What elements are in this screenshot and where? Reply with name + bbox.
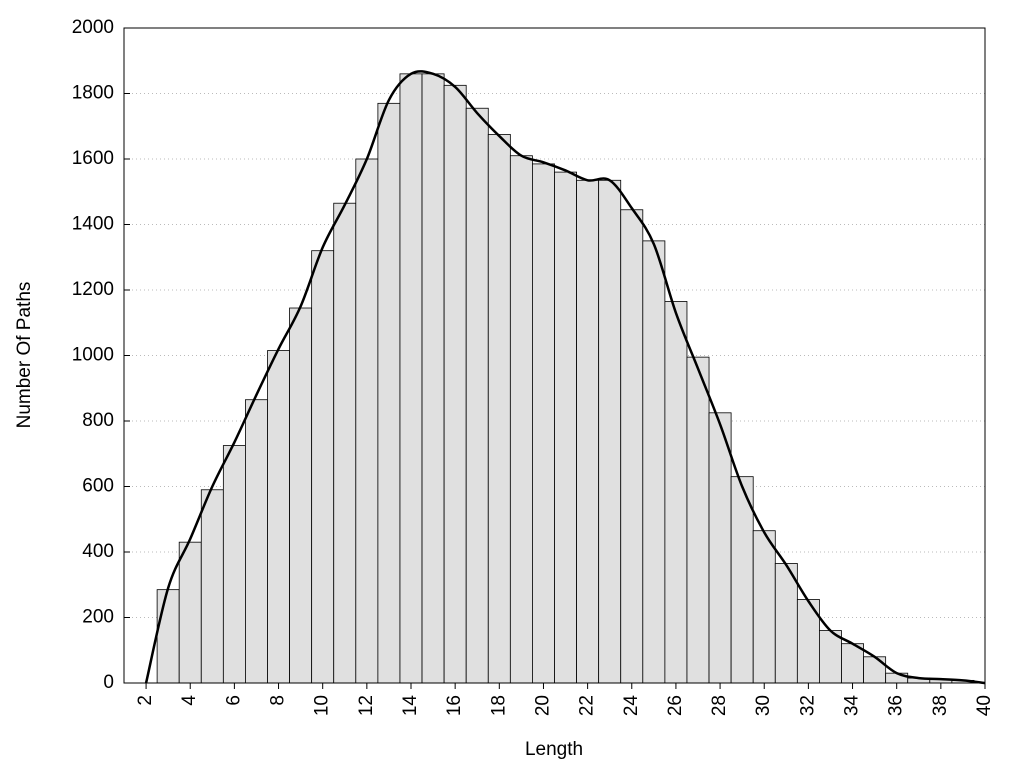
x-tick-label: 6 xyxy=(223,695,244,706)
bar xyxy=(267,350,290,684)
bar xyxy=(355,158,379,684)
x-tick-label: 26 xyxy=(665,695,686,716)
x-tick-label: 28 xyxy=(709,695,730,716)
x-tick-label: 18 xyxy=(488,695,509,716)
bar xyxy=(200,489,224,684)
bar xyxy=(664,301,688,684)
x-tick-label: 32 xyxy=(797,695,818,716)
y-axis-label: Number Of Paths xyxy=(14,282,35,429)
y-tick-label: 1400 xyxy=(72,214,114,235)
y-tick-label: 600 xyxy=(82,476,114,497)
bar xyxy=(245,399,268,684)
bar xyxy=(509,155,533,684)
y-tick-label: 1200 xyxy=(72,279,114,300)
x-tick-label: 14 xyxy=(400,695,421,717)
bar xyxy=(178,541,202,684)
bar xyxy=(156,589,180,684)
bar xyxy=(620,209,644,684)
y-tick-label: 1600 xyxy=(72,148,114,169)
x-tick-label: 36 xyxy=(886,695,907,716)
x-tick-label: 24 xyxy=(621,695,642,717)
bar xyxy=(863,656,887,684)
x-tick-label: 2 xyxy=(135,695,156,706)
bar xyxy=(421,73,445,684)
bar xyxy=(532,163,555,684)
x-tick-label: 8 xyxy=(268,695,289,706)
y-tick-label: 1000 xyxy=(72,345,114,366)
x-axis-label: Length xyxy=(525,739,583,760)
x-tick-label: 38 xyxy=(930,695,951,716)
y-tick-label: 400 xyxy=(82,541,114,562)
plot-frame xyxy=(123,27,986,684)
x-tick-label: 30 xyxy=(753,695,774,716)
x-tick-label: 40 xyxy=(974,695,995,716)
y-tick-label: 200 xyxy=(82,607,114,628)
y-tick-label: 0 xyxy=(103,672,114,693)
curve xyxy=(144,70,986,685)
bar xyxy=(730,476,754,684)
bar xyxy=(377,102,401,684)
bar xyxy=(465,107,489,684)
bar xyxy=(443,84,467,684)
x-tick-label: 10 xyxy=(312,695,333,716)
x-tick-label: 34 xyxy=(842,695,863,717)
bar xyxy=(333,202,357,684)
bar xyxy=(554,171,577,684)
x-tick-label: 22 xyxy=(577,695,598,716)
x-tick-label: 20 xyxy=(532,695,553,716)
bar xyxy=(311,250,335,684)
bar xyxy=(222,445,246,684)
bar xyxy=(774,563,798,684)
x-tick-label: 4 xyxy=(179,695,200,706)
y-tick-label: 2000 xyxy=(72,17,114,38)
bar xyxy=(752,530,776,684)
y-tick-label: 1800 xyxy=(72,83,114,104)
bar xyxy=(487,134,511,684)
bar xyxy=(686,356,710,684)
bar xyxy=(841,643,864,684)
bar xyxy=(399,73,423,684)
bar xyxy=(576,179,600,684)
bar xyxy=(289,307,313,684)
x-tick-label: 16 xyxy=(444,695,465,716)
bar xyxy=(598,179,622,684)
bar xyxy=(708,412,732,684)
x-tick-label: 12 xyxy=(356,695,377,716)
bar xyxy=(642,240,666,684)
y-tick-label: 800 xyxy=(82,410,114,431)
bar xyxy=(819,630,842,684)
